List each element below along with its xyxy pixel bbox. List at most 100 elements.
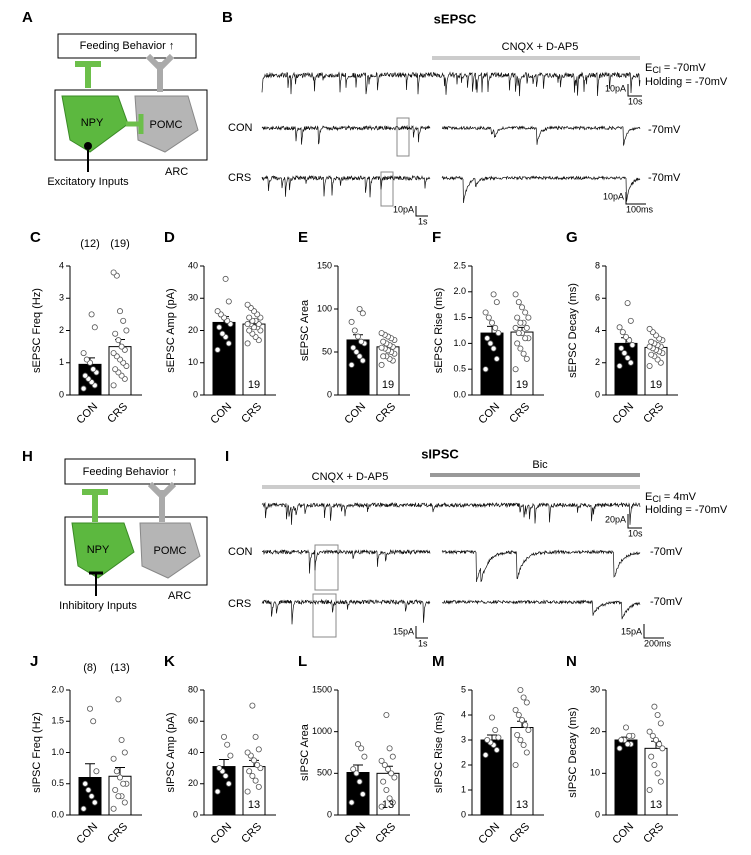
data-point	[482, 309, 489, 316]
data-point	[110, 269, 117, 276]
data-point	[117, 308, 124, 315]
n-label: 19	[516, 379, 528, 391]
region-box	[64, 516, 208, 586]
y-tick-label: 0.5	[453, 364, 466, 374]
x-tick-label: CON	[74, 401, 100, 427]
data-point	[383, 787, 390, 794]
data-point	[517, 687, 524, 694]
data-point	[244, 749, 251, 756]
ecl-e: E	[645, 62, 652, 74]
scale-bar	[627, 84, 642, 97]
data-point	[90, 718, 97, 725]
y-tick-label: 30	[590, 684, 600, 694]
data-point	[623, 724, 630, 731]
inhibit-arrow	[82, 489, 108, 522]
data-point	[522, 309, 529, 316]
data-point	[91, 324, 98, 331]
n-label: 8	[221, 799, 227, 811]
data-point	[648, 338, 655, 345]
inhibit-arrow	[75, 61, 101, 88]
y-tick-label: 30	[188, 293, 198, 303]
data-point	[484, 737, 491, 744]
region-label: ARC	[168, 590, 191, 602]
data-point	[80, 385, 87, 392]
scale-bar	[415, 206, 428, 217]
data-point	[222, 275, 229, 282]
y-tick-label: 4	[59, 260, 64, 270]
receptor	[145, 53, 175, 92]
data-point	[378, 330, 385, 337]
panel-letter: N	[566, 653, 577, 670]
data-point	[621, 350, 628, 357]
data-point	[214, 346, 221, 353]
panel-letter: H	[22, 448, 33, 465]
n-label: (19)	[110, 238, 130, 250]
diagram-h: H Feeding Behavior ↑ NPY POMC ARC Inhibi…	[22, 448, 208, 612]
y-tick-label: 0	[461, 809, 466, 819]
data-point	[252, 777, 259, 784]
region-box	[54, 89, 208, 161]
data-point	[492, 324, 499, 331]
y-tick-label: 0	[59, 389, 64, 399]
data-point	[378, 803, 385, 810]
data-point	[356, 305, 363, 312]
data-point	[220, 733, 227, 740]
y-tick-label: 2.0	[51, 684, 64, 694]
data-point	[512, 366, 519, 373]
data-point	[648, 753, 655, 760]
y-tick-label: 0	[595, 809, 600, 819]
data-point	[488, 319, 495, 326]
data-point	[515, 299, 522, 306]
data-point	[85, 787, 92, 794]
data-point	[216, 324, 223, 331]
y-tick-label: 20	[188, 325, 198, 335]
data-point	[386, 745, 393, 752]
data-point	[219, 330, 226, 337]
x-tick-label: CRS	[105, 821, 130, 846]
x-tick-label: CON	[610, 401, 636, 427]
data-point	[522, 335, 529, 342]
data-point	[87, 705, 94, 712]
pomc-label: POMC	[150, 119, 183, 131]
data-point	[88, 311, 95, 318]
y-tick-label: 3	[59, 293, 64, 303]
synapse	[84, 142, 92, 150]
x-tick-label: CRS	[373, 401, 398, 426]
y-tick-label: 10	[590, 768, 600, 778]
data-point	[616, 324, 623, 331]
pomc-neuron	[139, 522, 201, 579]
data-point	[629, 342, 636, 349]
scale-label: 100ms	[626, 204, 654, 214]
trace	[441, 599, 641, 620]
data-point	[391, 774, 398, 781]
data-point	[512, 762, 519, 769]
y-tick-label: 2.5	[453, 260, 466, 270]
data-point	[222, 772, 229, 779]
data-point	[514, 314, 521, 321]
x-tick-label: CRS	[373, 821, 398, 846]
data-point	[488, 714, 495, 721]
scale-label: 10pA	[393, 204, 414, 214]
data-point	[517, 319, 524, 326]
data-point	[112, 366, 119, 373]
y-axis-label: sEPSC Decay (ms)	[567, 283, 579, 378]
y-tick-label: 0.0	[453, 389, 466, 399]
npy-label: NPY	[81, 117, 104, 129]
data-point	[646, 343, 653, 350]
y-tick-label: 20	[188, 778, 198, 788]
data-point	[512, 324, 519, 331]
data-point	[485, 314, 492, 321]
y-tick-label: 1.0	[51, 747, 64, 757]
data-point	[82, 780, 89, 787]
pomc-label: POMC	[154, 545, 187, 557]
n-label: 8	[623, 799, 629, 811]
data-point	[616, 362, 623, 369]
data-point	[389, 753, 396, 760]
data-point	[118, 737, 125, 744]
box-label: Feeding Behavior ↑	[83, 466, 178, 478]
data-point	[348, 361, 355, 368]
data-point	[627, 317, 634, 324]
n-label: 19	[382, 379, 394, 391]
data-point	[380, 353, 387, 360]
y-axis-label: sEPSC Area	[299, 299, 311, 361]
